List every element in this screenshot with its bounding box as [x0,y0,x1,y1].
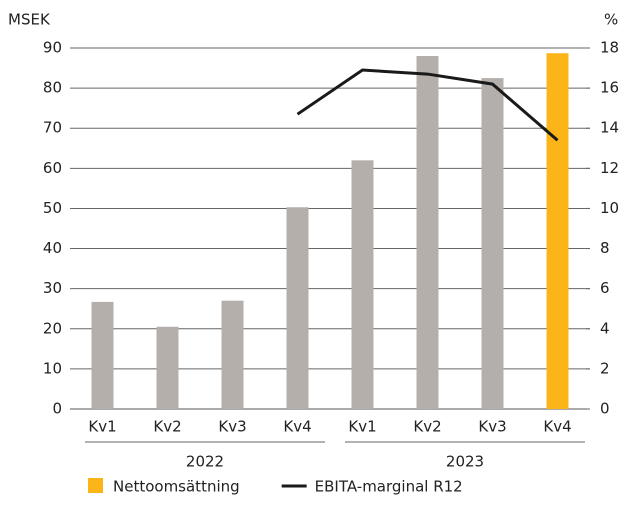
group-label: 2023 [446,453,484,471]
bar [91,301,114,409]
x-tick-label: Kv3 [478,418,506,436]
y-tick-label: 50 [43,199,62,217]
y-tick-label: 10 [43,359,62,377]
y2-tick-label: 12 [600,159,619,177]
x-tick-label: Kv4 [283,418,311,436]
y-axis-label: MSEK [8,11,51,29]
y2-tick-label: 10 [600,199,619,217]
y-tick-label: 60 [43,159,62,177]
y2-tick-label: 2 [600,359,610,377]
x-tick-label: Kv2 [153,418,181,436]
bar [221,300,244,409]
y2-tick-label: 6 [600,279,610,297]
bar [286,207,309,409]
bar [481,78,504,409]
bar [156,326,179,409]
bar [546,53,569,409]
y2-tick-label: 14 [600,119,619,137]
y-tick-label: 90 [43,39,62,57]
y2-tick-label: 16 [600,79,619,97]
x-tick-label: Kv4 [543,418,571,436]
y-tick-label: 40 [43,239,62,257]
y-tick-label: 80 [43,79,62,97]
y-tick-label: 20 [43,319,62,337]
legend-label: Nettoomsättning [113,478,240,496]
x-tick-label: Kv1 [88,418,116,436]
y2-tick-label: 0 [600,400,610,418]
y-tick-label: 70 [43,119,62,137]
y-tick-label: 0 [52,400,62,418]
y2-tick-label: 8 [600,239,610,257]
legend-label: EBITA-marginal R12 [315,478,463,496]
x-tick-label: Kv1 [348,418,376,436]
legend-swatch [88,478,103,493]
bar [351,160,374,409]
line [296,68,559,142]
y2-axis-label: % [604,11,618,29]
y-tick-label: 30 [43,279,62,297]
x-tick-label: Kv3 [218,418,246,436]
y2-tick-label: 4 [600,319,610,337]
y2-tick-label: 18 [600,39,619,57]
x-tick-label: Kv2 [413,418,441,436]
group-label: 2022 [186,453,224,471]
bar [416,56,439,410]
